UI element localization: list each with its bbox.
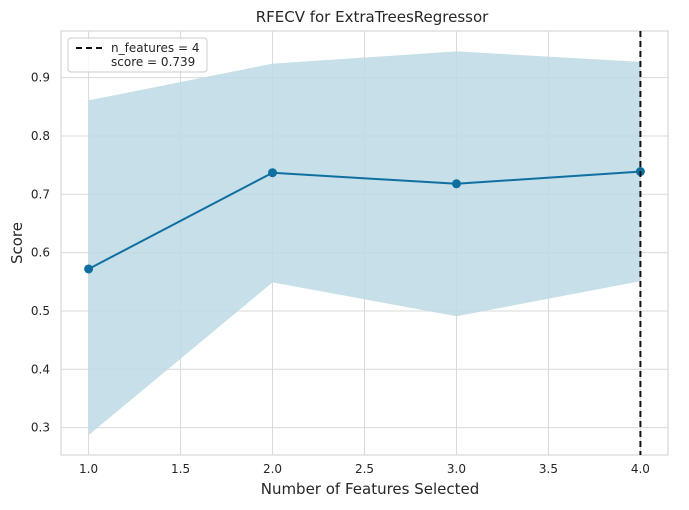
chart-title: RFECV for ExtraTreesRegressor: [256, 8, 489, 26]
legend-line-score: score = 0.739: [111, 55, 195, 69]
y-tick-label: 0.8: [31, 129, 50, 143]
x-tick-label: 1.0: [79, 462, 98, 476]
y-tick-label: 0.7: [31, 187, 50, 201]
y-tick-label: 0.6: [31, 246, 50, 260]
y-axis-label: Score: [8, 222, 26, 264]
x-tick-label: 1.5: [171, 462, 190, 476]
score-point: [451, 179, 461, 189]
score-points: [84, 167, 645, 274]
x-tick-label: 2.0: [263, 462, 282, 476]
legend-box: [67, 37, 208, 73]
y-tick-label: 0.9: [31, 71, 50, 85]
x-tick-labels: 1.0 1.5 2.0 2.5 3.0 3.5 4.0: [79, 462, 650, 476]
legend-line-features: n_features = 4: [111, 41, 200, 55]
x-tick-label: 3.5: [539, 462, 558, 476]
x-tick-label: 4.0: [631, 462, 650, 476]
y-tick-label: 0.5: [31, 304, 50, 318]
score-std-band: [88, 51, 641, 436]
x-tick-label: 3.0: [447, 462, 466, 476]
score-point: [84, 264, 94, 274]
legend: n_features = 4 score = 0.739: [67, 37, 208, 73]
y-tick-labels: 0.3 0.4 0.5 0.6 0.7 0.8 0.9: [31, 71, 50, 435]
x-axis-label: Number of Features Selected: [261, 480, 480, 498]
score-line: [88, 170, 641, 270]
x-tick-label: 2.5: [355, 462, 374, 476]
y-tick-label: 0.3: [31, 421, 50, 435]
score-point: [268, 168, 278, 178]
y-tick-label: 0.4: [31, 362, 50, 376]
